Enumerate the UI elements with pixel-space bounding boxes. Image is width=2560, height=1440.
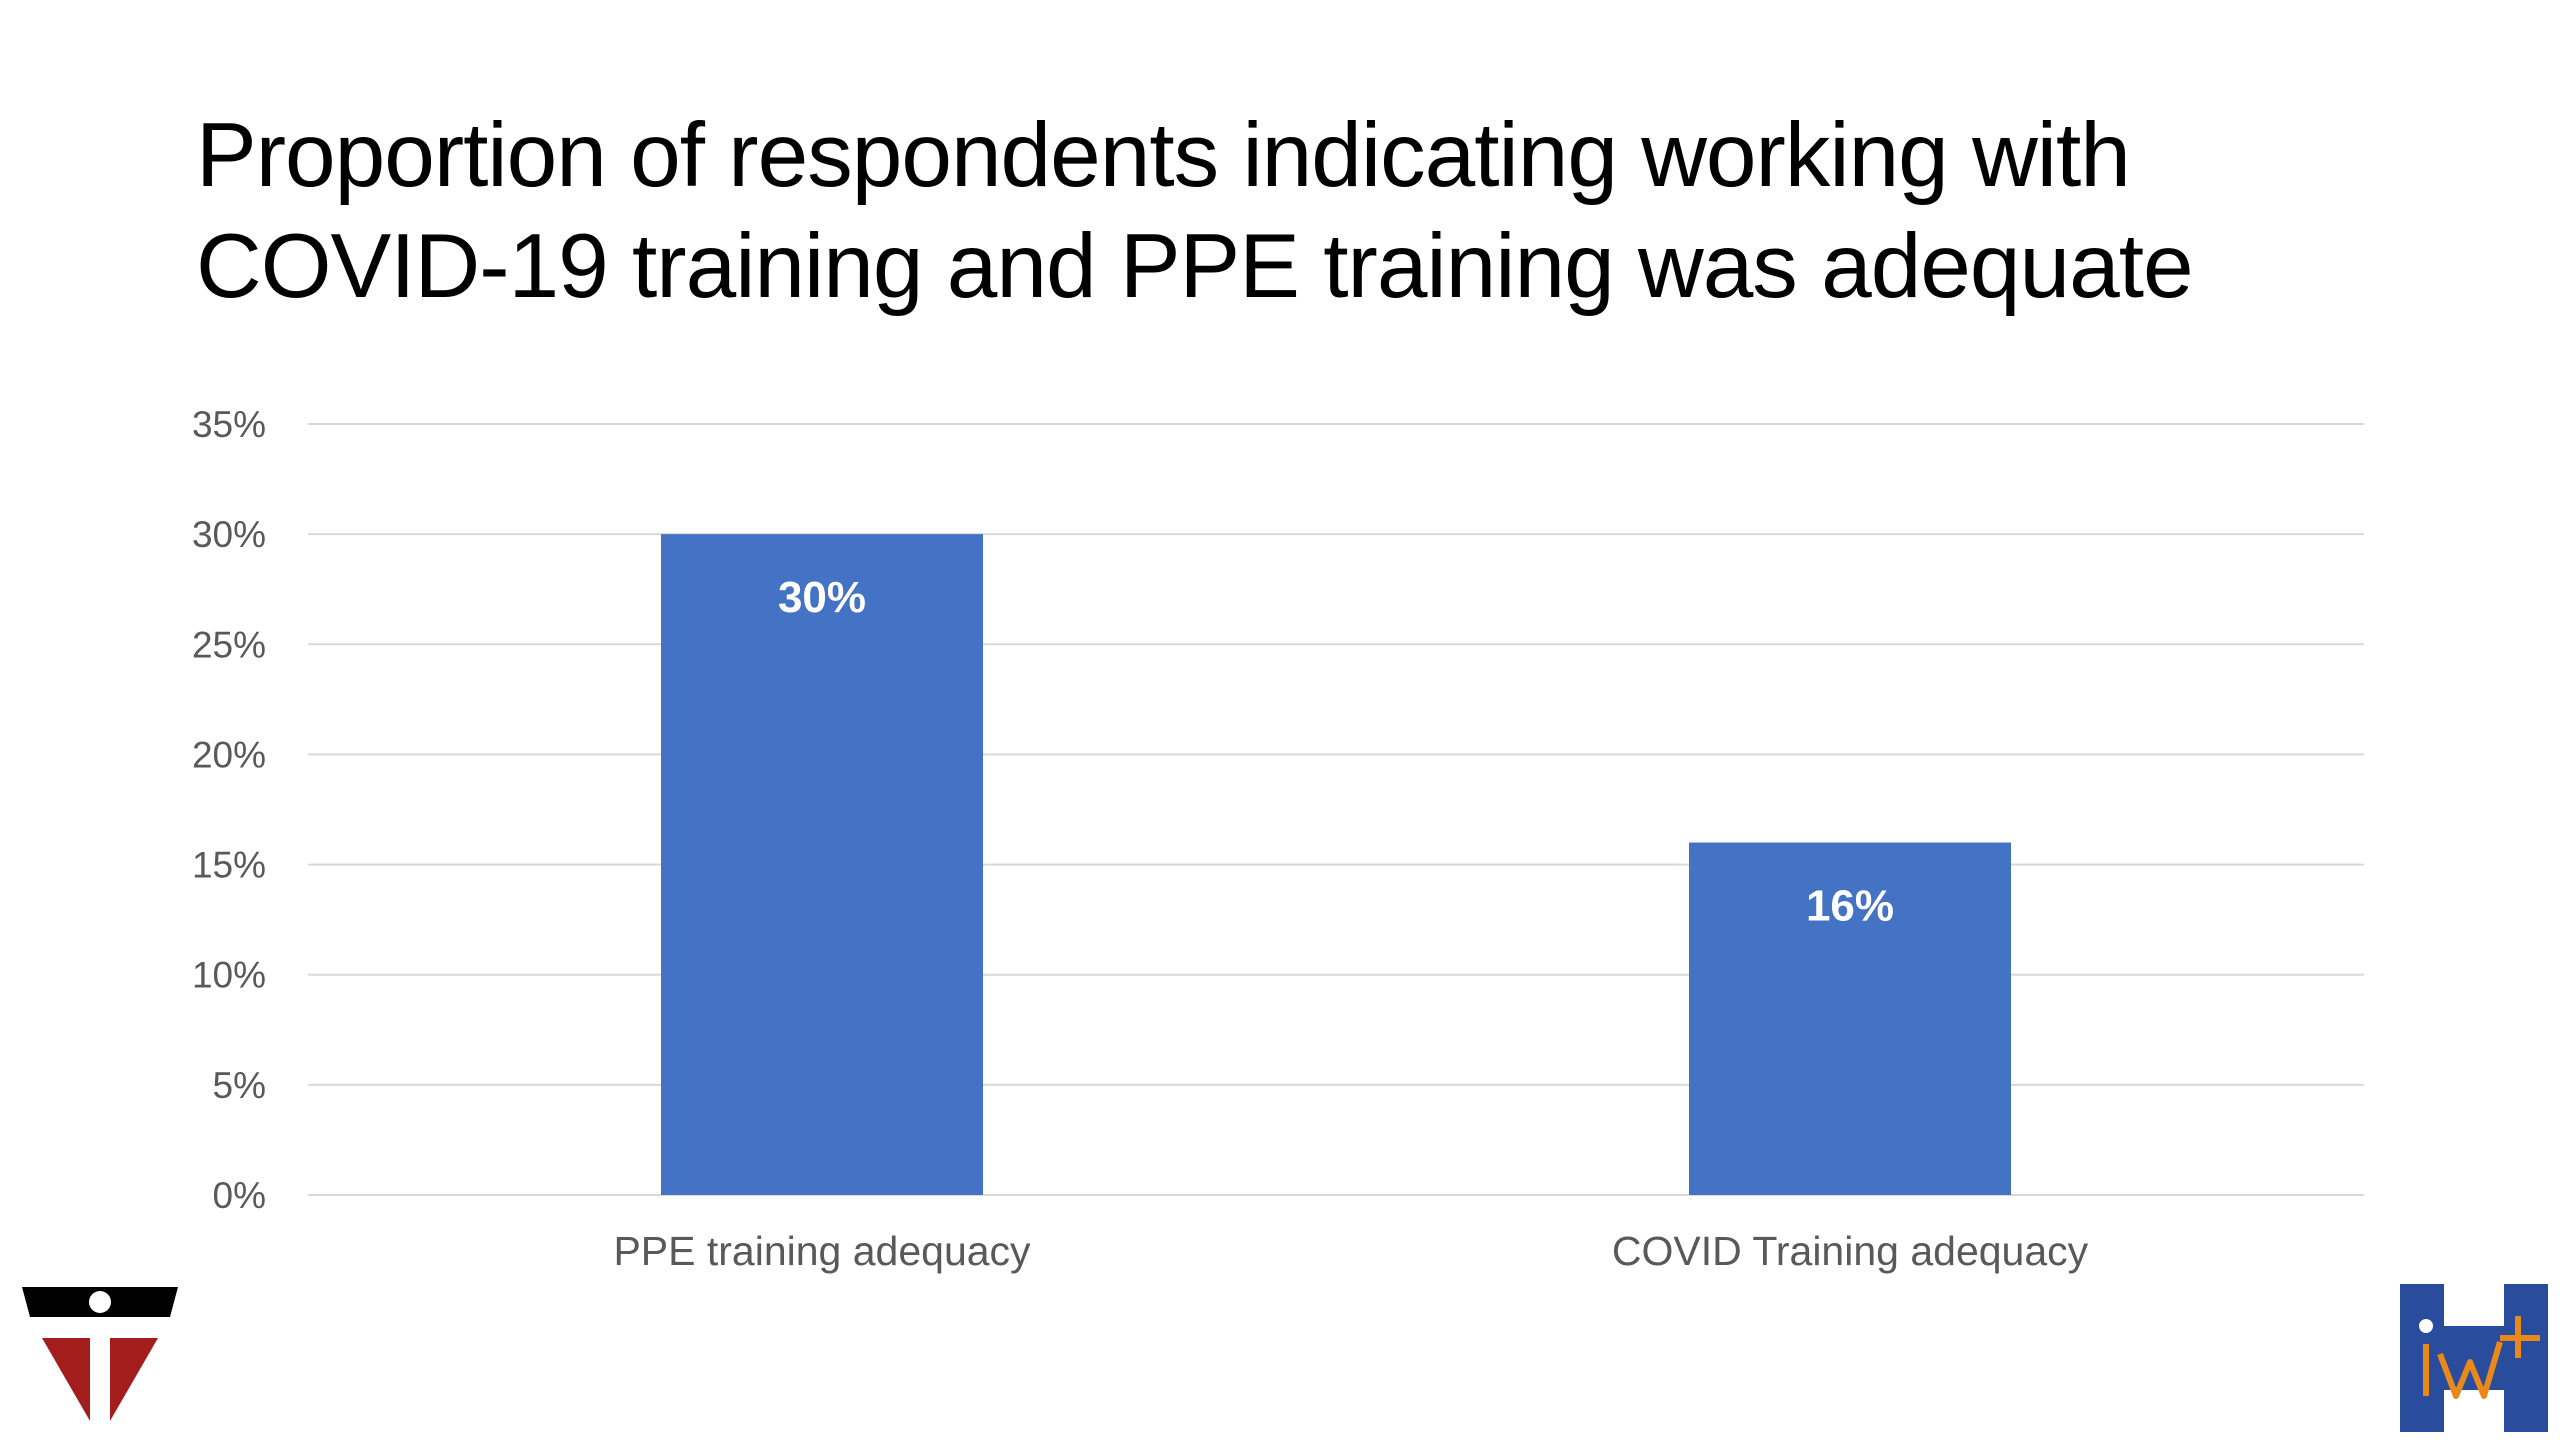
bar-value-label: 30% [778,573,866,622]
x-category-label: COVID Training adequacy [1612,1228,2089,1274]
y-tick-label: 5% [213,1065,266,1106]
logo-right-dot [2419,1319,2433,1333]
bar [1689,842,2011,1195]
bar-value-label: 16% [1806,882,1894,931]
y-tick-label: 30% [192,514,266,555]
x-category-label: PPE training adequacy [613,1228,1031,1274]
y-tick-label: 0% [213,1175,266,1216]
logo-left-red-left [42,1338,90,1421]
logo-right-h-gap-top [2444,1284,2504,1326]
logo-right-plus-mark [2500,1316,2540,1358]
y-tick-label: 35% [192,404,266,445]
chart-title: Proportion of respondents indicating wor… [196,100,2446,322]
y-tick-label: 20% [192,734,266,775]
logo-right-iw-mark [2423,1341,2503,1399]
iwh-logo [2400,1284,2548,1432]
logo-left-dot [89,1291,111,1313]
logo-left-red-right [110,1338,158,1421]
university-logo [22,1287,178,1421]
chart-title-line-1: Proportion of respondents indicating wor… [196,105,2131,206]
y-tick-label: 15% [192,845,266,886]
bar [661,534,983,1195]
y-tick-label: 25% [192,624,266,665]
chart-title-line-2: COVID-19 training and PPE training was a… [196,216,2194,318]
y-tick-label: 10% [192,955,266,996]
